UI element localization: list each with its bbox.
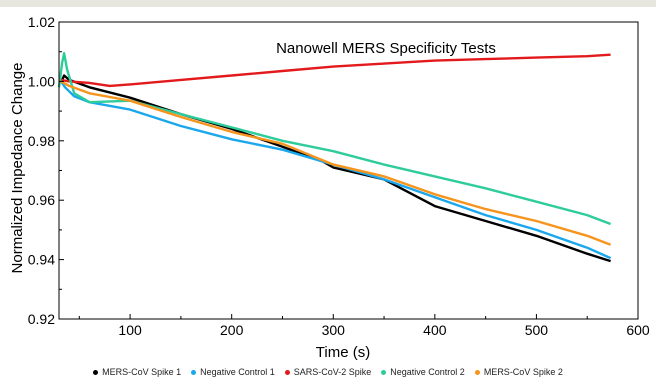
x-axis-label: Time (s) — [316, 344, 370, 361]
chart-title: Nanowell MERS Specificity Tests — [276, 40, 496, 57]
legend-item-mers-cov-spike-2: MERS-CoV Spike 2 — [474, 367, 563, 377]
y-tick-label: 0.92 — [28, 311, 55, 327]
y-axis-label: Normalized Impedance Change — [9, 63, 26, 274]
series-line-mers-cov-spike-2 — [60, 80, 612, 246]
y-tick-label: 1.00 — [28, 73, 55, 89]
legend-item-negative-control-1: Negative Control 1 — [191, 367, 275, 377]
y-tick-label: 0.96 — [28, 192, 55, 208]
legend-item-mers-cov-spike-1: MERS-CoV Spike 1 — [93, 367, 181, 377]
x-tick-label: 200 — [220, 322, 244, 338]
legend-label: Negative Control 1 — [200, 367, 275, 377]
top-border-strip — [0, 0, 656, 7]
x-tick-label: 500 — [525, 322, 549, 338]
y-tick-label: 0.94 — [28, 252, 55, 268]
legend-marker — [381, 369, 387, 375]
legend-item-sars-cov-2-spike: SARS-CoV-2 Spike — [284, 367, 372, 377]
x-tick-label: 100 — [118, 322, 142, 338]
series-line-negative-control-2 — [57, 52, 612, 226]
series-line-sars-cov-2-spike — [60, 53, 611, 88]
x-tick-label: 400 — [423, 322, 447, 338]
y-tick-label: 0.98 — [28, 133, 55, 149]
chart-legend: MERS-CoV Spike 1 Negative Control 1 SARS-C… — [0, 367, 656, 377]
legend-marker — [191, 369, 197, 375]
legend-marker — [93, 369, 99, 375]
series-line-negative-control-1 — [60, 80, 612, 260]
x-tick-label: 300 — [322, 322, 346, 338]
legend-item-negative-control-2: Negative Control 2 — [381, 367, 465, 377]
legend-marker — [474, 369, 480, 375]
legend-label: MERS-CoV Spike 2 — [483, 367, 563, 377]
series-line-mers-cov-spike-1 — [59, 74, 611, 263]
legend-label: Negative Control 2 — [390, 367, 465, 377]
ticks-layer: 100 200 300 400 500 600 0.92 0.94 0.96 0.98 1.00 1.… — [28, 14, 650, 338]
legend-label: SARS-CoV-2 Spike — [293, 367, 372, 377]
series-layer — [57, 52, 612, 263]
x-tick-label: 600 — [626, 322, 650, 338]
legend-label: MERS-CoV Spike 1 — [102, 367, 182, 377]
legend-marker — [284, 369, 290, 375]
y-tick-label: 1.02 — [28, 14, 55, 30]
